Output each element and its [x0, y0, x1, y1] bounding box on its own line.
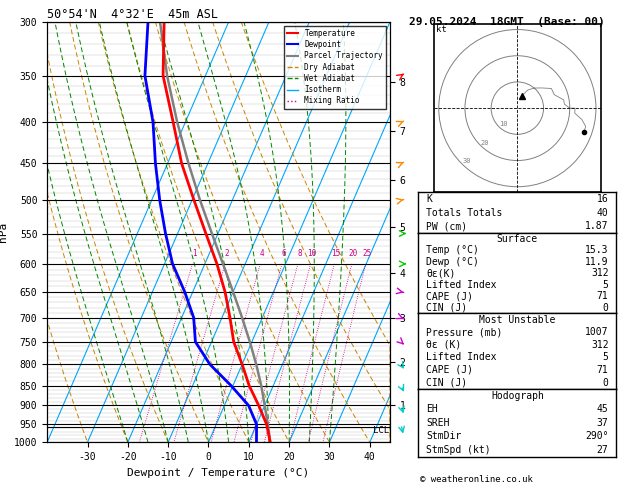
Y-axis label: hPa: hPa — [0, 222, 8, 242]
Text: Totals Totals: Totals Totals — [426, 208, 503, 218]
Text: CIN (J): CIN (J) — [426, 303, 467, 313]
Text: Lifted Index: Lifted Index — [426, 280, 497, 290]
Text: 10: 10 — [308, 249, 317, 258]
Text: 312: 312 — [591, 340, 608, 350]
Y-axis label: km
ASL: km ASL — [425, 232, 442, 254]
Text: CAPE (J): CAPE (J) — [426, 365, 473, 375]
Text: StmDir: StmDir — [426, 432, 462, 441]
Text: Temp (°C): Temp (°C) — [426, 245, 479, 256]
Text: SREH: SREH — [426, 418, 450, 428]
Text: PW (cm): PW (cm) — [426, 222, 467, 231]
Text: 30: 30 — [462, 158, 471, 164]
Text: θε(K): θε(K) — [426, 268, 455, 278]
Text: 50°54'N  4°32'E  45m ASL: 50°54'N 4°32'E 45m ASL — [47, 8, 218, 21]
Text: 1007: 1007 — [585, 327, 608, 337]
Text: 6: 6 — [281, 249, 286, 258]
Text: 29.05.2024  18GMT  (Base: 00): 29.05.2024 18GMT (Base: 00) — [409, 17, 604, 27]
Text: CIN (J): CIN (J) — [426, 378, 467, 387]
Text: 0: 0 — [603, 303, 608, 313]
Text: 4: 4 — [260, 249, 264, 258]
X-axis label: Dewpoint / Temperature (°C): Dewpoint / Temperature (°C) — [128, 468, 309, 478]
Text: 15: 15 — [331, 249, 340, 258]
Text: 5: 5 — [603, 352, 608, 363]
Text: 20: 20 — [348, 249, 358, 258]
Text: θε (K): θε (K) — [426, 340, 462, 350]
Text: 25: 25 — [362, 249, 372, 258]
Text: Most Unstable: Most Unstable — [479, 315, 555, 325]
Text: 1.87: 1.87 — [585, 222, 608, 231]
Text: 2: 2 — [225, 249, 229, 258]
Text: 15.3: 15.3 — [585, 245, 608, 256]
Text: 37: 37 — [597, 418, 608, 428]
Text: 8: 8 — [297, 249, 302, 258]
Text: K: K — [426, 194, 432, 204]
Text: 20: 20 — [481, 140, 489, 146]
Text: 10: 10 — [499, 122, 508, 127]
Text: 0: 0 — [603, 378, 608, 387]
Text: Pressure (mb): Pressure (mb) — [426, 327, 503, 337]
Text: © weatheronline.co.uk: © weatheronline.co.uk — [420, 474, 533, 484]
Text: CAPE (J): CAPE (J) — [426, 291, 473, 301]
Text: kt: kt — [436, 25, 447, 34]
Text: LCL: LCL — [372, 426, 389, 435]
Text: Hodograph: Hodograph — [491, 391, 544, 400]
Text: 1: 1 — [192, 249, 197, 258]
Text: 40: 40 — [597, 208, 608, 218]
Text: Mixing Ratio (g/kg): Mixing Ratio (g/kg) — [471, 181, 480, 283]
Text: 16: 16 — [597, 194, 608, 204]
Text: 27: 27 — [597, 445, 608, 455]
Text: Lifted Index: Lifted Index — [426, 352, 497, 363]
Text: 290°: 290° — [585, 432, 608, 441]
Text: StmSpd (kt): StmSpd (kt) — [426, 445, 491, 455]
Text: 71: 71 — [597, 365, 608, 375]
Text: 71: 71 — [597, 291, 608, 301]
Text: 11.9: 11.9 — [585, 257, 608, 267]
Text: 5: 5 — [603, 280, 608, 290]
Text: 312: 312 — [591, 268, 608, 278]
Legend: Temperature, Dewpoint, Parcel Trajectory, Dry Adiabat, Wet Adiabat, Isotherm, Mi: Temperature, Dewpoint, Parcel Trajectory… — [284, 26, 386, 108]
Text: Surface: Surface — [497, 234, 538, 244]
Text: 45: 45 — [597, 404, 608, 414]
Text: Dewp (°C): Dewp (°C) — [426, 257, 479, 267]
Text: EH: EH — [426, 404, 438, 414]
